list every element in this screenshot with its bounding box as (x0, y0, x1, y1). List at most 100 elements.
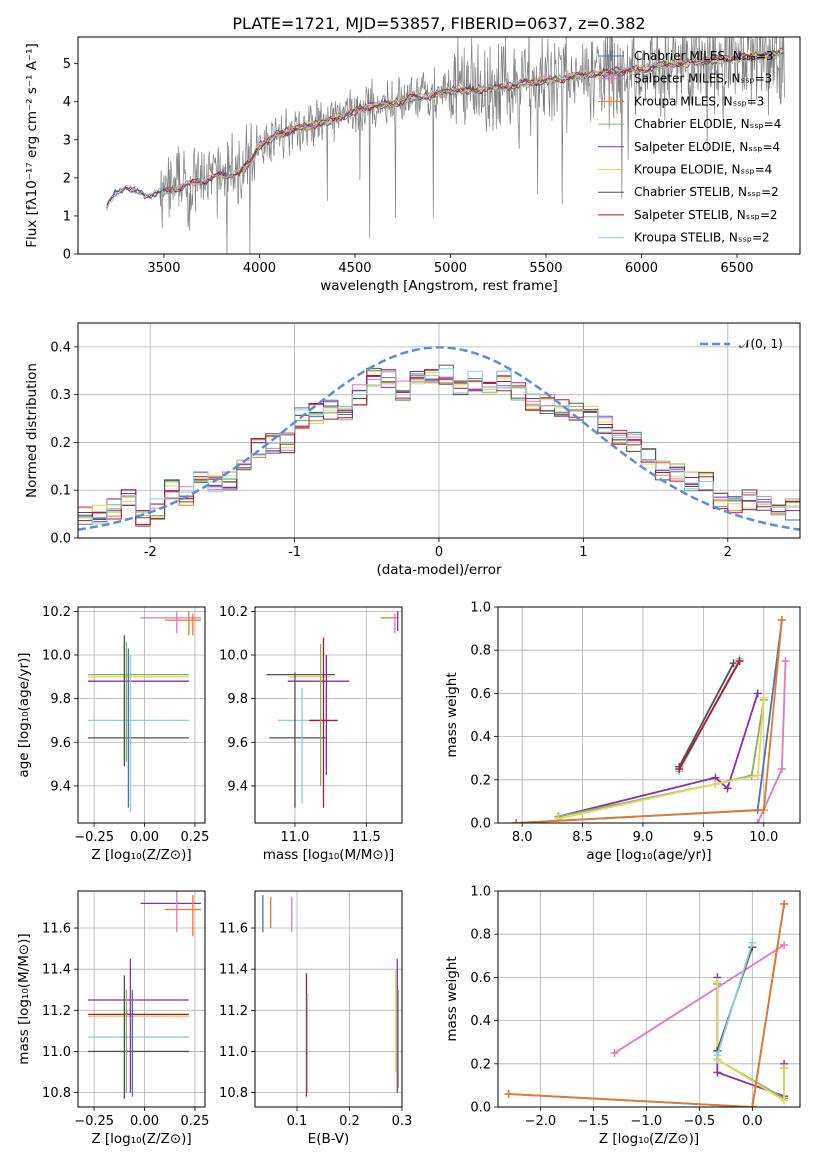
weight-marker (753, 819, 762, 823)
x-tick-label: 9.0 (633, 830, 654, 845)
y-tick-label: 0.6 (470, 687, 491, 702)
grid-residuals (78, 323, 800, 539)
legend-label-8: Kroupa STELIB, Nₛₛₚ=2 (634, 231, 770, 245)
x-tick-label: 0.00 (130, 830, 159, 845)
plot-mass-age (266, 611, 399, 808)
grid-ebv-mass (255, 891, 403, 1107)
axes-mass-age: 11.0 11.5 9.4 9.6 9.8 10.0 10.2 mass [log₁₀(M/M… (219, 605, 403, 863)
x-tick-label: 5000 (434, 261, 467, 276)
x-tick-label: −0.25 (74, 1114, 114, 1129)
y-tick-label: 11.2 (42, 1004, 71, 1019)
weight-line-5 (558, 697, 765, 820)
y-tick-label: 0.0 (50, 532, 71, 547)
x-tick-label: 10.0 (749, 830, 778, 845)
x-tick-label: 3500 (147, 261, 180, 276)
histogram-7 (78, 369, 800, 525)
weight-marker (675, 765, 684, 773)
histogram-6 (78, 364, 800, 523)
y-tick-label: 11.0 (219, 1045, 248, 1060)
axes-frame (254, 890, 403, 1108)
y-tick-label: 0.2 (470, 773, 491, 788)
y-axis-label: mass weight (444, 672, 460, 757)
weight-line-2 (678, 660, 741, 770)
plot-spectrum (106, 37, 785, 254)
weight-marker (748, 1103, 757, 1107)
y-axis-label: mass weight (444, 956, 460, 1041)
y-tick-label: 9.8 (50, 692, 71, 707)
y-tick-label: 1 (63, 209, 71, 224)
y-tick-label: 10.0 (42, 649, 71, 664)
y-tick-label: 11.6 (219, 922, 248, 937)
weight-marker (713, 1051, 722, 1060)
axes-frame (77, 606, 206, 824)
x-tick-label: 8.5 (572, 830, 593, 845)
weight-marker (723, 784, 732, 793)
x-tick-label: 0.3 (392, 1114, 413, 1129)
plot-residuals (78, 346, 800, 531)
axes-z-mass: −0.25 0.00 0.25 10.8 11.0 11.2 11.4 11.6 Z [log₁… (16, 890, 209, 1147)
plot-age-weight (512, 615, 790, 823)
axes-z-weight: −2.0 −1.5 −1.0 −0.5 0.0 0.0 0.2 0.4 0.6 0.8 1.0 Z [… (444, 885, 801, 1147)
weight-marker (781, 657, 790, 665)
y-tick-label: 9.6 (227, 736, 248, 751)
x-axis-label: Z [log₁₀(Z/Z⊙)] (91, 1131, 191, 1147)
model-line-3 (236, 49, 784, 172)
model-line-6 (106, 49, 785, 208)
weight-marker (753, 689, 762, 698)
y-tick-label: 1.0 (470, 601, 491, 616)
x-tick-label: 5500 (529, 261, 562, 276)
grid-z-mass (78, 891, 205, 1107)
weight-marker (610, 1049, 619, 1057)
weight-marker (729, 659, 738, 668)
weight-marker (753, 771, 762, 780)
axes-frame (497, 890, 801, 1108)
y-tick-label: 0.4 (470, 730, 491, 745)
legend-label-5: Kroupa ELODIE, Nₛₛₚ=4 (634, 163, 772, 177)
weight-marker (504, 1090, 513, 1099)
x-tick-label: -2 (144, 545, 157, 560)
x-axis-label: mass [log₁₀(M/M⊙)] (263, 847, 394, 863)
x-axis-label: (data-model)/error (376, 562, 502, 578)
y-tick-label: 0.1 (50, 484, 71, 499)
y-tick-label: 2 (63, 171, 71, 186)
x-axis-label: age [log₁₀(age/yr)] (586, 847, 711, 863)
weight-line-6 (756, 660, 787, 823)
y-tick-label: 11.4 (219, 963, 248, 978)
weight-marker (512, 819, 521, 823)
y-tick-label: 11.4 (42, 963, 71, 978)
x-tick-label: 11.5 (352, 830, 381, 845)
x-tick-label: 0.00 (130, 1114, 159, 1129)
x-tick-label: 0.2 (339, 1114, 360, 1129)
x-axis-label: Z [log₁₀(Z/Z⊙)] (91, 847, 191, 863)
legend-label-0: Chabrier MILES, Nₛₛₚ=3 (634, 49, 774, 63)
weight-marker (780, 1096, 789, 1105)
gaussian-curve (78, 346, 800, 531)
axes-frame (77, 890, 206, 1108)
x-tick-label: 4000 (243, 261, 276, 276)
y-axis-label: Flux [fλ10⁻¹⁷ erg cm⁻² s⁻¹ A⁻¹] (24, 43, 40, 248)
weight-marker (780, 941, 789, 949)
grid-mass-age (255, 607, 402, 823)
model-line-8 (106, 50, 785, 208)
y-tick-label: 9.4 (227, 779, 248, 794)
y-tick-label: 9.4 (50, 779, 71, 794)
plot-z-mass (88, 891, 201, 1099)
plot-ebv-mass (262, 895, 399, 1097)
weight-marker (759, 693, 768, 702)
y-tick-label: 0.8 (470, 928, 491, 943)
plot-z-age (88, 611, 201, 813)
x-tick-label: 0.0 (742, 1114, 763, 1129)
x-tick-label: 9.5 (693, 830, 714, 845)
y-tick-label: 10.8 (219, 1086, 248, 1101)
legend-label-gaussian: 𝒩(0, 1) (739, 337, 783, 351)
y-tick-label: 10.0 (219, 649, 248, 664)
y-tick-label: 11.6 (42, 922, 71, 937)
weight-marker (711, 780, 720, 789)
x-tick-label: 11.0 (280, 830, 309, 845)
grid-z-age (78, 607, 205, 823)
y-tick-label: 0.0 (470, 817, 491, 832)
x-tick-label: 2 (724, 545, 732, 560)
weight-marker (780, 1064, 789, 1073)
axes-frame (497, 606, 801, 824)
